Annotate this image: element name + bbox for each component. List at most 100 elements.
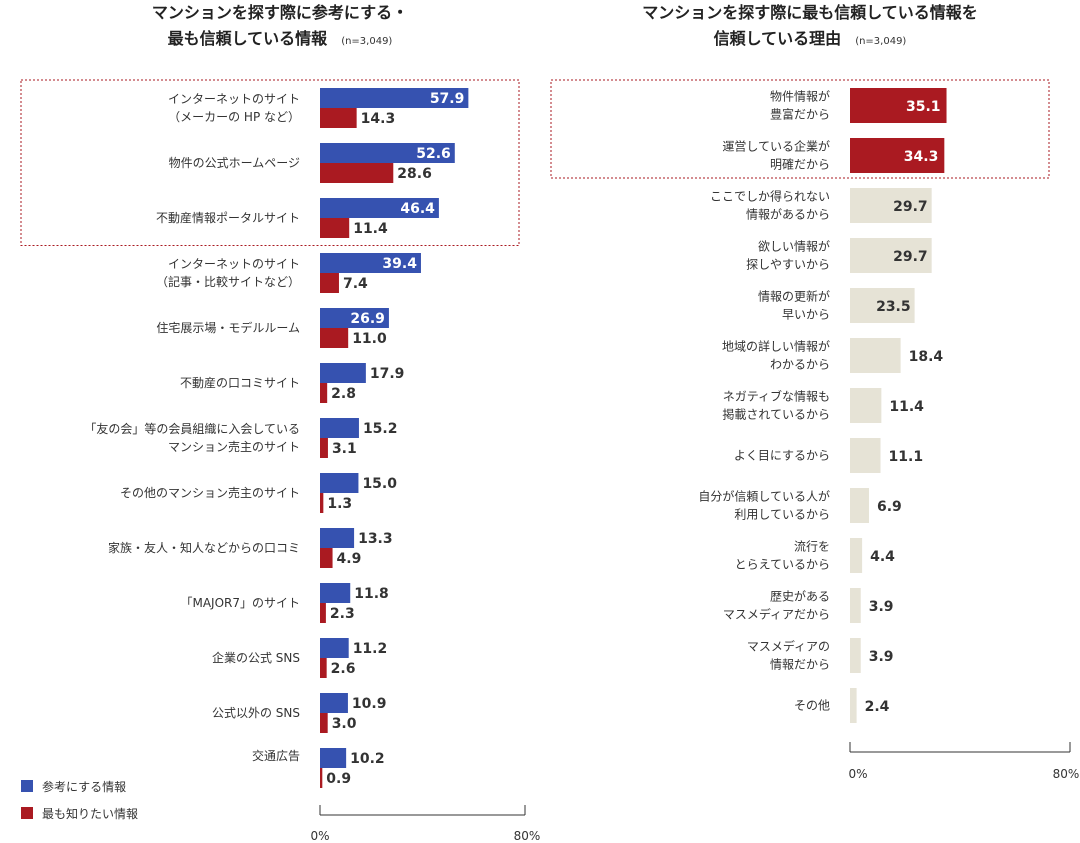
reason-category-label: マスメディアだから: [723, 607, 830, 622]
bar-reference: [320, 638, 349, 658]
bar-reason: [850, 438, 881, 473]
value-label-most-wanted: 4.9: [337, 551, 362, 567]
category-label: （記事・比較サイトなど）: [156, 274, 300, 289]
value-label-reference: 15.0: [362, 476, 397, 492]
legend-swatch: [21, 807, 33, 819]
category-label: 不動産情報ポータルサイト: [156, 210, 300, 225]
bar-reason: [850, 338, 901, 373]
value-label-most-wanted: 2.3: [330, 606, 355, 622]
bar-reference: [320, 363, 366, 383]
value-label-reason: 34.3: [904, 149, 939, 165]
category-label: 公式以外の SNS: [212, 706, 300, 720]
right-title-line2: 信頼している理由 (n=3,049): [550, 26, 1070, 55]
right-chart-title: マンションを探す際に最も信頼している情報を 信頼している理由 (n=3,049): [550, 0, 1070, 55]
reason-category-label: 物件情報が: [770, 89, 830, 104]
bar-reason: [850, 538, 863, 573]
bar-reference: [320, 253, 421, 273]
reason-category-label: 利用しているから: [734, 508, 830, 522]
bar-most-wanted: [320, 548, 333, 568]
value-label-reference: 11.8: [354, 586, 389, 602]
value-label-reference: 10.9: [352, 696, 387, 712]
bar-reference: [320, 308, 389, 328]
reason-category-label: 地域の詳しい情報が: [722, 339, 830, 354]
category-label: 物件の公式ホームページ: [169, 156, 300, 170]
category-label: 家族・友人・知人などからの口コミ: [108, 540, 300, 555]
reason-category-label: 情報の更新が: [758, 289, 830, 304]
bar-most-wanted: [320, 328, 349, 348]
right-title-line1: マンションを探す際に最も信頼している情報を: [642, 3, 978, 22]
value-label-reference: 10.2: [350, 751, 385, 767]
bar-reason: [850, 288, 915, 323]
x-axis-label-max: 80%: [514, 829, 541, 843]
value-label-most-wanted: 7.4: [343, 276, 368, 292]
value-label-most-wanted: 0.9: [326, 771, 351, 787]
value-label-reason: 35.1: [906, 99, 941, 115]
bar-most-wanted: [320, 383, 328, 403]
value-label-reason: 6.9: [877, 499, 902, 515]
legend-label: 参考にする情報: [42, 779, 126, 794]
bar-most-wanted: [320, 603, 326, 623]
right-sample-note: (n=3,049): [855, 36, 907, 47]
right-highlight-box: [550, 79, 1050, 179]
value-label-reference: 13.3: [358, 531, 393, 547]
category-label: （メーカーの HP など）: [168, 110, 300, 124]
right-title-line2-text: 信頼している理由: [713, 29, 842, 48]
bar-reference: [320, 143, 455, 163]
bar-most-wanted: [320, 108, 357, 128]
reason-category-label: ここでしか得られない: [710, 189, 830, 204]
bar-reason: [850, 238, 932, 273]
value-label-reason: 18.4: [909, 349, 944, 365]
value-label-most-wanted: 3.1: [332, 441, 357, 457]
value-label-most-wanted: 28.6: [397, 166, 432, 182]
reason-category-label: 掲載されているから: [722, 407, 830, 422]
reason-category-label: ネガティブな情報も: [723, 389, 830, 404]
bar-most-wanted: [320, 768, 323, 788]
bar-reason: [850, 688, 857, 723]
bar-most-wanted: [320, 713, 328, 733]
reason-category-label: 運営している企業が: [722, 139, 830, 154]
reason-category-label: 自分が信頼している人が: [698, 489, 830, 504]
bar-reference: [320, 748, 347, 768]
reason-category-label: 探しやすいから: [746, 258, 830, 272]
category-label: 交通広告: [252, 748, 300, 763]
value-label-reason: 11.1: [889, 449, 924, 465]
category-label: インターネットのサイト: [168, 257, 300, 271]
value-label-most-wanted: 1.3: [327, 496, 352, 512]
bar-reason: [850, 588, 861, 623]
value-label-reference: 26.9: [350, 311, 385, 327]
bar-reason: [850, 88, 947, 123]
category-label: マンション売主のサイト: [168, 439, 300, 454]
left-highlight-box: [20, 79, 520, 246]
value-label-reference: 11.2: [353, 641, 388, 657]
value-label-most-wanted: 11.4: [353, 221, 388, 237]
x-axis-label-min: 0%: [310, 829, 329, 843]
value-label-most-wanted: 14.3: [361, 111, 396, 127]
category-label: その他のマンション売主のサイト: [120, 485, 300, 500]
value-label-reason: 2.4: [865, 699, 890, 715]
bar-reason: [850, 638, 861, 673]
legend-label: 最も知りたい情報: [42, 807, 138, 821]
category-label: インターネットのサイト: [168, 92, 300, 106]
bar-most-wanted: [320, 218, 350, 238]
value-label-most-wanted: 2.6: [331, 661, 356, 677]
value-label-most-wanted: 2.8: [331, 386, 356, 402]
value-label-reason: 3.9: [869, 599, 894, 615]
reason-category-label: 早いから: [782, 308, 830, 322]
bar-reference: [320, 528, 355, 548]
bar-most-wanted: [320, 658, 327, 678]
bar-reference: [320, 418, 359, 438]
reason-category-label: その他: [794, 699, 830, 713]
category-label: 「友の会」等の会員組織に入会している: [84, 422, 300, 436]
reason-category-label: 情報があるから: [746, 207, 830, 222]
bar-most-wanted: [320, 163, 394, 183]
bar-reference: [320, 473, 359, 493]
bar-reason: [850, 138, 945, 173]
reason-category-label: 明確だから: [770, 157, 830, 172]
bar-most-wanted: [320, 493, 324, 513]
value-label-reason: 29.7: [893, 249, 928, 265]
right-x-axis-label-max: 80%: [1053, 767, 1080, 781]
left-chart-title: マンションを探す際に参考にする・ 最も信頼している情報 (n=3,049): [20, 0, 540, 55]
bar-reason: [850, 388, 882, 423]
value-label-reference: 39.4: [382, 256, 417, 272]
reason-category-label: 情報だから: [770, 658, 830, 672]
